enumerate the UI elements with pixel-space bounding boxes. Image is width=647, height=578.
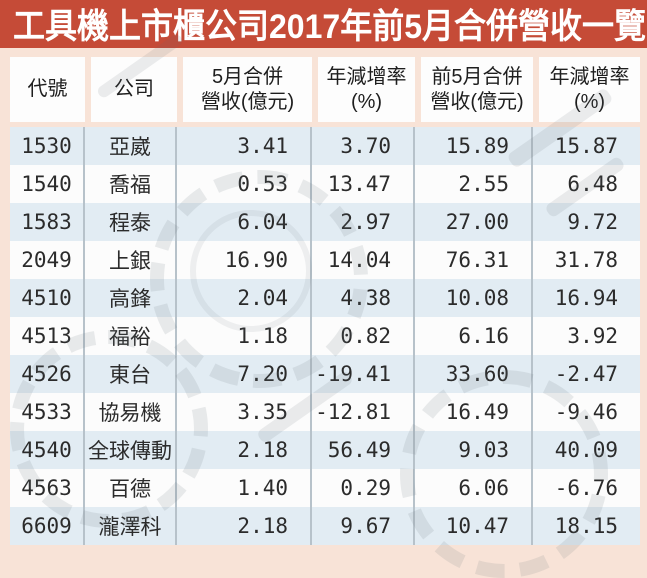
cell-code: 4513 — [10, 317, 85, 355]
column-header-line1: 年減增率 — [549, 66, 630, 89]
table-row: 1530 亞崴 3.41 3.70 15.89 15.87 — [10, 127, 640, 165]
cell-may_yoy: -12.81 — [312, 393, 415, 431]
table-row: 1583 程泰 6.04 2.97 27.00 9.72 — [10, 203, 640, 241]
cell-ytd_yoy: 31.78 — [554, 248, 618, 272]
cell-ytd_revenue: 10.47 — [415, 507, 533, 545]
cell-may_revenue: 6.04 — [177, 203, 312, 241]
cell-company: 高鋒 — [85, 279, 177, 317]
cell-ytd_yoy: 15.87 — [554, 134, 618, 158]
column-header-line1: 公司 — [114, 78, 154, 101]
cell-may_revenue: 1.40 — [177, 469, 312, 507]
cell-company: 喬福 — [85, 165, 177, 203]
table-row: 4513 福裕 1.18 0.82 6.16 3.92 — [10, 317, 640, 355]
cell-ytd_revenue: 6.16 — [415, 317, 533, 355]
cell-company: 瀧澤科 — [85, 507, 177, 545]
cell-ytd_yoy: -9.46 — [554, 400, 618, 424]
cell-code: 1540 — [10, 165, 85, 203]
cell-ytd_yoy: 16.94 — [554, 286, 618, 310]
cell-may_yoy: 13.47 — [312, 165, 415, 203]
table-row: 4540 全球傳動 2.18 56.49 9.03 40.09 — [10, 431, 640, 469]
column-header-code: 代號 — [10, 57, 85, 122]
cell-code: 2049 — [10, 241, 85, 279]
page-title: 工具機上市櫃公司2017年前5月合併營收一覽 — [13, 6, 646, 46]
cell-ytd_yoy: 18.15 — [554, 514, 618, 538]
cell-may_revenue: 3.41 — [177, 127, 312, 165]
cell-code: 1530 — [10, 127, 85, 165]
cell-ytd_revenue: 16.49 — [415, 393, 533, 431]
column-header-line1: 5月合併 — [211, 66, 284, 89]
cell-ytd_yoy: 40.09 — [554, 438, 618, 462]
cell-may_yoy: 56.49 — [312, 431, 415, 469]
column-header-may_yoy: 年減增率 (%) — [312, 57, 415, 122]
cell-ytd_revenue: 6.06 — [415, 469, 533, 507]
cell-may_revenue: 16.90 — [177, 241, 312, 279]
cell-code: 1583 — [10, 203, 85, 241]
cell-may_revenue: 0.53 — [177, 165, 312, 203]
table-row: 6609 瀧澤科 2.18 9.67 10.47 18.15 — [10, 507, 640, 545]
column-header-line2: (%) — [350, 90, 383, 113]
column-header-line2: 營收(億元) — [430, 90, 524, 113]
column-header-ytd_yoy: 年減增率 (%) — [533, 57, 640, 122]
column-header-may_revenue: 5月合併 營收(億元) — [177, 57, 312, 122]
cell-code: 4526 — [10, 355, 85, 393]
cell-ytd_revenue: 9.03 — [415, 431, 533, 469]
cell-ytd_revenue: 33.60 — [415, 355, 533, 393]
cell-company: 東台 — [85, 355, 177, 393]
column-header-company: 公司 — [85, 57, 177, 122]
column-header-line2: 營收(億元) — [200, 90, 295, 113]
cell-may_yoy: 9.67 — [312, 507, 415, 545]
cell-may_yoy: 0.29 — [312, 469, 415, 507]
cell-may_revenue: 7.20 — [177, 355, 312, 393]
table-row: 1540 喬福 0.53 13.47 2.55 6.48 — [10, 165, 640, 203]
cell-may_revenue: 3.35 — [177, 393, 312, 431]
cell-company: 福裕 — [85, 317, 177, 355]
table-row: 2049 上銀 16.90 14.04 76.31 31.78 — [10, 241, 640, 279]
table-body: 1530 亞崴 3.41 3.70 15.89 15.87 1540 喬福 0.53 13.47 2… — [10, 127, 640, 545]
cell-may_yoy: -19.41 — [312, 355, 415, 393]
cell-company: 協易機 — [85, 393, 177, 431]
cell-ytd_yoy: 3.92 — [567, 324, 618, 348]
cell-company: 程泰 — [85, 203, 177, 241]
column-header-line1: 代號 — [27, 78, 68, 101]
cell-ytd_yoy: 6.48 — [567, 172, 618, 196]
cell-company: 全球傳動 — [85, 431, 177, 469]
revenue-table: 代號 公司 5月合併 營收(億元) 年減增率 (%) 前5月合併 營收(億元) 年減增率 (%) … — [10, 57, 640, 545]
cell-company: 百德 — [85, 469, 177, 507]
cell-code: 4563 — [10, 469, 85, 507]
cell-ytd_revenue: 76.31 — [415, 241, 533, 279]
cell-may_yoy: 2.97 — [312, 203, 415, 241]
cell-ytd_revenue: 2.55 — [415, 165, 533, 203]
table-row: 4563 百德 1.40 0.29 6.06 -6.76 — [10, 469, 640, 507]
cell-ytd_yoy: -2.47 — [554, 362, 618, 386]
cell-company: 亞崴 — [85, 127, 177, 165]
table-row: 4526 東台 7.20 -19.41 33.60 -2.47 — [10, 355, 640, 393]
column-header-ytd_revenue: 前5月合併 營收(億元) — [415, 57, 533, 122]
table-row: 4510 高鋒 2.04 4.38 10.08 16.94 — [10, 279, 640, 317]
table-row: 4533 協易機 3.35 -12.81 16.49 -9.46 — [10, 393, 640, 431]
cell-ytd_revenue: 10.08 — [415, 279, 533, 317]
cell-may_revenue: 1.18 — [177, 317, 312, 355]
cell-may_revenue: 2.18 — [177, 431, 312, 469]
cell-code: 4533 — [10, 393, 85, 431]
cell-company: 上銀 — [85, 241, 177, 279]
cell-may_revenue: 2.04 — [177, 279, 312, 317]
cell-ytd_yoy: 9.72 — [567, 210, 618, 234]
cell-code: 6609 — [10, 507, 85, 545]
cell-ytd_revenue: 15.89 — [415, 127, 533, 165]
column-header-line1: 年減增率 — [326, 66, 407, 89]
table-header-row: 代號 公司 5月合併 營收(億元) 年減增率 (%) 前5月合併 營收(億元) 年減增率 (%) — [10, 57, 640, 122]
cell-code: 4510 — [10, 279, 85, 317]
cell-ytd_revenue: 27.00 — [415, 203, 533, 241]
column-header-line1: 前5月合併 — [431, 66, 523, 89]
cell-may_revenue: 2.18 — [177, 507, 312, 545]
cell-may_yoy: 0.82 — [312, 317, 415, 355]
cell-may_yoy: 4.38 — [312, 279, 415, 317]
title-banner: 工具機上市櫃公司2017年前5月合併營收一覽 — [0, 0, 647, 48]
cell-code: 4540 — [10, 431, 85, 469]
cell-may_yoy: 14.04 — [312, 241, 415, 279]
cell-may_yoy: 3.70 — [312, 127, 415, 165]
column-header-line2: (%) — [573, 90, 606, 113]
cell-ytd_yoy: -6.76 — [554, 476, 618, 500]
